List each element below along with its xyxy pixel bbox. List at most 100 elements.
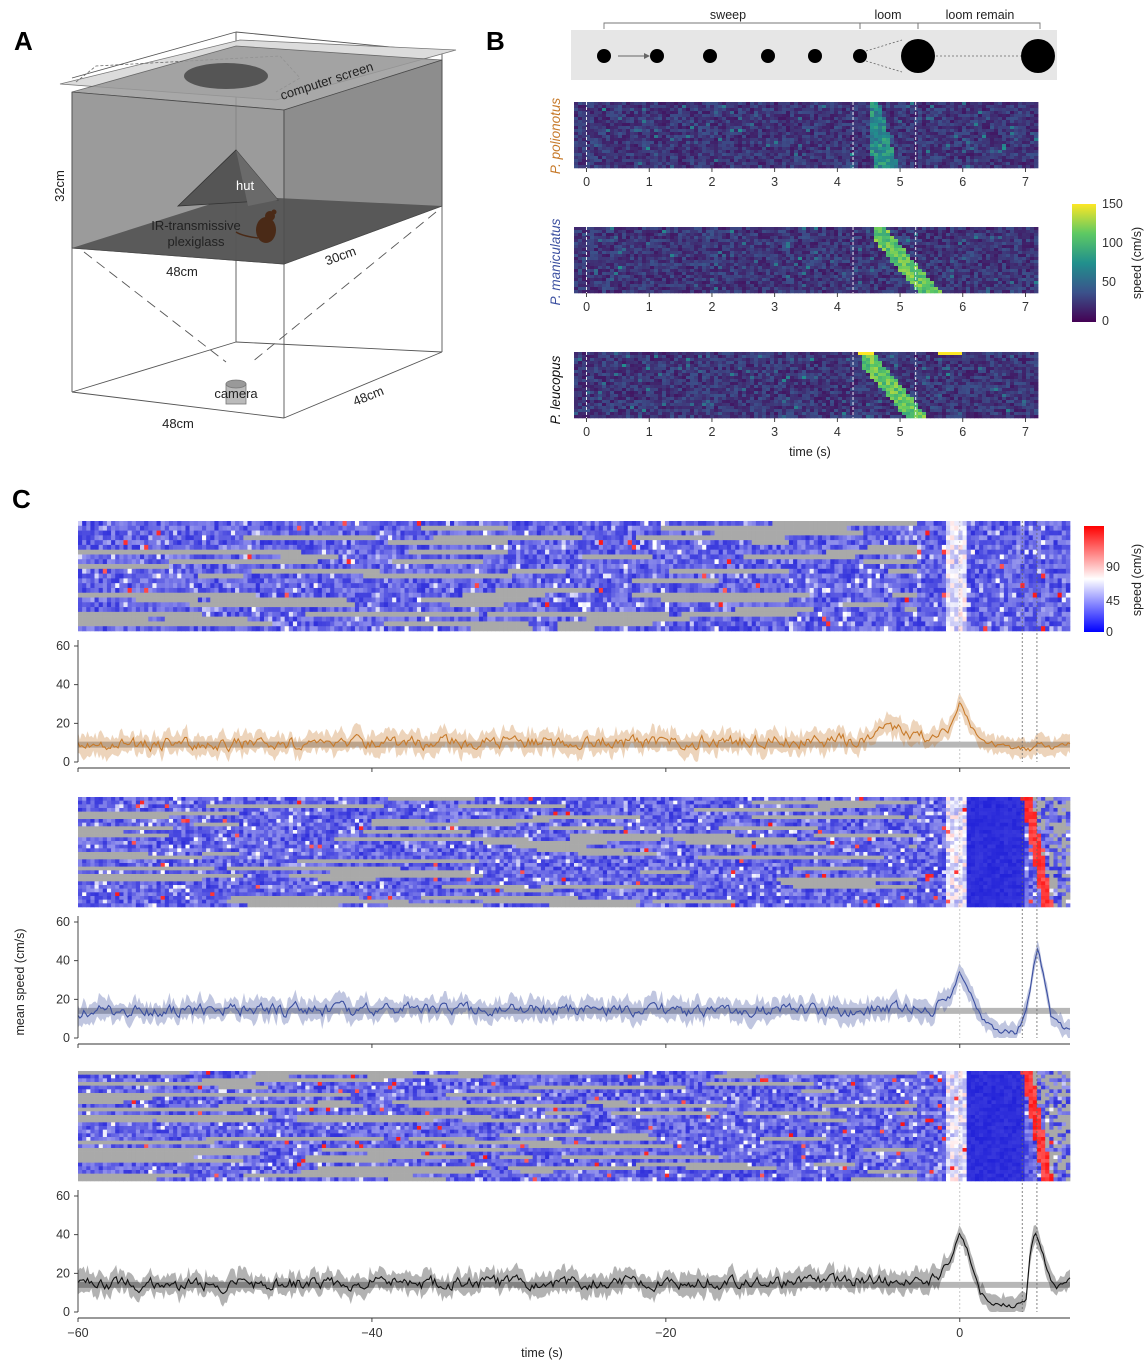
heatmap-cell — [970, 251, 975, 255]
heatmap-cell — [830, 230, 835, 234]
heatmap-cell — [794, 248, 799, 252]
heatmap-cell — [970, 153, 975, 157]
heatmap-cell — [706, 123, 711, 127]
heatmap-cell — [710, 233, 715, 237]
heatmap-cell — [994, 281, 999, 285]
heatmap-cell — [870, 114, 875, 118]
heatmap-cell — [1018, 278, 1023, 282]
heatmap-cell — [678, 284, 683, 288]
heatmap-cell — [978, 239, 983, 243]
heatmap-cell — [714, 272, 719, 276]
heatmap-cell — [926, 227, 931, 231]
heatmap-cell — [914, 129, 919, 133]
heatmap-cell — [814, 105, 819, 109]
heatmap-cell — [946, 153, 951, 157]
heatmap-cell — [910, 254, 915, 258]
heatmap-cell — [582, 266, 587, 270]
heatmap-cell — [906, 248, 911, 252]
heatmap-cell — [666, 260, 671, 264]
heatmap-cell — [1030, 126, 1035, 130]
heatmap-cell — [930, 150, 935, 154]
heatmap-cell — [654, 239, 659, 243]
heatmap-cell — [670, 141, 675, 145]
heatmap-cell — [1026, 242, 1031, 246]
heatmap-cell — [882, 150, 887, 154]
heatmap-cell — [658, 227, 663, 231]
heatmap-cell — [758, 144, 763, 148]
heatmap-cell — [1010, 135, 1015, 139]
heatmap-cell — [818, 260, 823, 264]
heatmap-cell — [1006, 263, 1011, 267]
heatmap-cell — [838, 281, 843, 285]
heatmap-cell — [702, 156, 707, 160]
heatmap-cell — [862, 254, 867, 258]
heatmap-cell — [882, 120, 887, 124]
heatmap-cell — [902, 153, 907, 157]
heatmap-cell — [714, 227, 719, 231]
heatmap-cell — [890, 162, 895, 166]
heatmap-cell — [942, 248, 947, 252]
heatmap-cell — [746, 165, 751, 169]
heatmap-cell — [882, 269, 887, 273]
heatmap-cell — [578, 138, 583, 142]
heatmap-cell — [894, 129, 899, 133]
heatmap-cell — [762, 135, 767, 139]
heatmap-cell — [886, 120, 891, 124]
heatmap-cell — [702, 150, 707, 154]
heatmap-cell — [666, 227, 671, 231]
heatmap-cell — [870, 123, 875, 127]
heatmap-cell — [950, 114, 955, 118]
heatmap-cell — [794, 260, 799, 264]
heatmap-cell — [922, 266, 927, 270]
heatmap-cell — [782, 129, 787, 133]
heatmap-cell — [750, 102, 755, 106]
heatmap-cell — [882, 111, 887, 115]
heatmap-cell — [870, 144, 875, 148]
heatmap-cell — [806, 153, 811, 157]
heatmap-cell — [818, 245, 823, 249]
heatmap-cell — [798, 260, 803, 264]
heatmap-cell — [686, 236, 691, 240]
heatmap-cell — [1006, 227, 1011, 231]
heatmap-cell — [918, 117, 923, 121]
heatmap-cell — [582, 153, 587, 157]
heatmap-cell — [862, 284, 867, 288]
heatmap-cell — [814, 153, 819, 157]
heatmap-cell — [594, 147, 599, 151]
heatmap-cell — [974, 138, 979, 142]
heatmap-cell — [758, 147, 763, 151]
heatmap-cell — [626, 153, 631, 157]
heatmap-cell — [766, 129, 771, 133]
heatmap-cell — [658, 105, 663, 109]
heatmap-cell — [630, 272, 635, 276]
heatmap-cell — [978, 251, 983, 255]
heatmap-cell — [834, 135, 839, 139]
heatmap-cell — [918, 108, 923, 112]
heatmap-cell — [866, 141, 871, 145]
heatmap-cell — [658, 162, 663, 166]
heatmap-cell — [738, 138, 743, 142]
heatmap-cell — [958, 153, 963, 157]
heatmap-cell — [802, 245, 807, 249]
heatmap-cell — [590, 239, 595, 243]
heatmap-cell — [782, 272, 787, 276]
heatmap-cell — [818, 123, 823, 127]
heatmap-cell — [874, 248, 879, 252]
heatmap-cell — [922, 269, 927, 273]
heatmap-cell — [666, 138, 671, 142]
heatmap-cell — [730, 159, 735, 163]
heatmap-cell — [834, 150, 839, 154]
heatmap-cell — [714, 132, 719, 136]
heatmap-cell — [714, 233, 719, 237]
heatmap-cell — [642, 245, 647, 249]
heatmap-cell — [774, 138, 779, 142]
heatmap-cell — [866, 126, 871, 130]
heatmap-cell — [738, 248, 743, 252]
heatmap-cell — [754, 278, 759, 282]
heatmap-cell — [606, 135, 611, 139]
heatmap-cell — [1014, 284, 1019, 288]
heatmap-cell — [966, 156, 971, 160]
heatmap-cell — [798, 144, 803, 148]
heatmap-cell — [814, 129, 819, 133]
heatmap-cell — [654, 254, 659, 258]
